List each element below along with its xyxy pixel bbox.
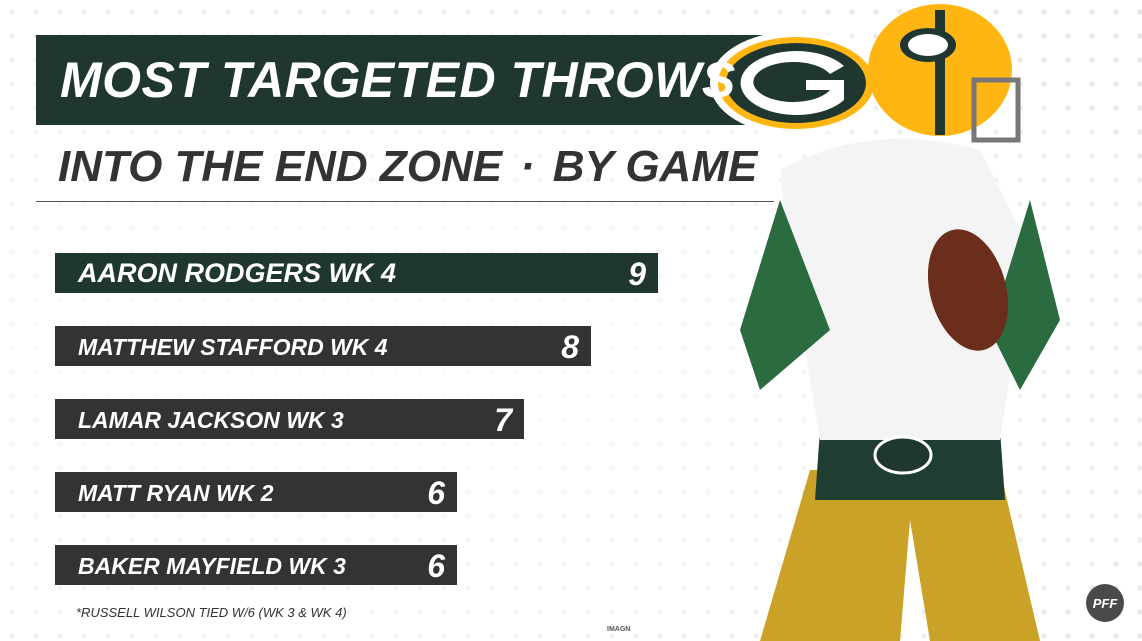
chart-subtitle: INTO THE END ZONE · BY GAME (58, 140, 757, 194)
subtitle-right: BY GAME (552, 142, 758, 191)
pff-logo-icon: PFF (1086, 584, 1124, 622)
team-g-logo-icon (710, 31, 882, 135)
pff-logo-text: PFF (1093, 596, 1119, 611)
player-illustration (740, 4, 1060, 641)
subtitle-left: INTO THE END ZONE (58, 142, 503, 191)
title-banner (36, 35, 792, 125)
divider-line (36, 201, 774, 202)
subtitle-separator: · (520, 142, 535, 191)
photo-credit: IMAGN (607, 626, 631, 633)
footnote: *RUSSELL WILSON TIED W/6 (WK 3 & WK 4) (76, 605, 347, 620)
chart-title: MOST TARGETED THROWS (60, 52, 736, 108)
